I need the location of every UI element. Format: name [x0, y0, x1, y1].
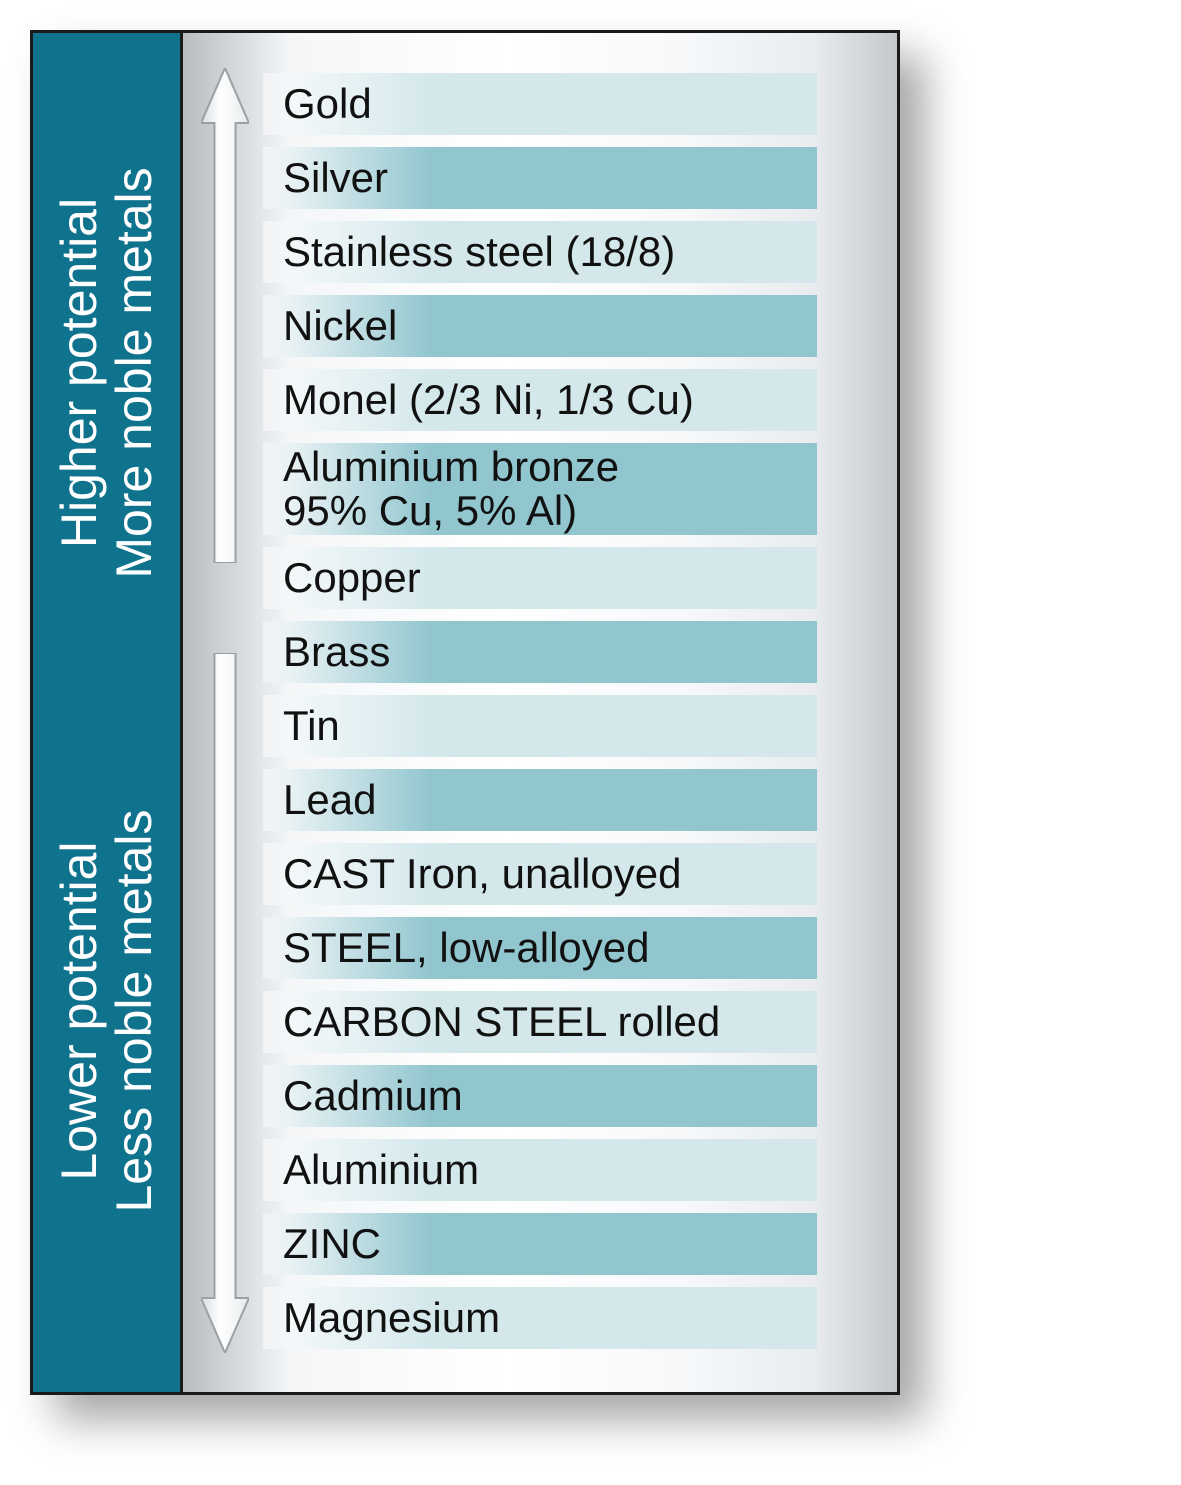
metal-row: Silver: [263, 147, 817, 209]
sidebar-top-line2: More noble metals: [106, 167, 162, 578]
metal-row: Gold: [263, 73, 817, 135]
metal-row: Cadmium: [263, 1065, 817, 1127]
metal-row: Magnesium: [263, 1287, 817, 1349]
metal-label: Nickel: [283, 302, 397, 350]
metal-label: ZINC: [283, 1220, 381, 1268]
metal-row: CARBON STEEL rolled: [263, 991, 817, 1053]
metal-row: Brass: [263, 621, 817, 683]
metal-label: Magnesium: [283, 1294, 500, 1342]
metal-row: ZINC: [263, 1213, 817, 1275]
metal-label: Aluminium bronze95% Cu, 5% Al): [283, 445, 619, 533]
sidebar-top-label: Higher potential More noble metals: [52, 167, 162, 578]
metal-label: CAST Iron, unalloyed: [283, 850, 681, 898]
metal-row: STEEL, low-alloyed: [263, 917, 817, 979]
metal-label: Aluminium: [283, 1146, 479, 1194]
stage: Higher potential More noble metals Lower…: [0, 0, 1181, 1485]
metal-label: CARBON STEEL rolled: [283, 998, 720, 1046]
galvanic-series-diagram: Higher potential More noble metals Lower…: [30, 30, 900, 1395]
metal-row: Stainless steel (18/8): [263, 221, 817, 283]
metal-label: Copper: [283, 554, 421, 602]
metal-row: Aluminium: [263, 1139, 817, 1201]
sidebar-bottom-line1: Lower potential: [51, 842, 107, 1181]
metal-label: Lead: [283, 776, 376, 824]
metal-label: Gold: [283, 80, 372, 128]
metal-label: Brass: [283, 628, 390, 676]
sidebar-top-line1: Higher potential: [51, 198, 107, 548]
metal-row: Aluminium bronze95% Cu, 5% Al): [263, 443, 817, 535]
metal-row: Copper: [263, 547, 817, 609]
metal-label: Stainless steel (18/8): [283, 228, 675, 276]
metal-label: Tin: [283, 702, 340, 750]
metal-rows: Gold Silver Stainless steel (18/8) Nickel Mo…: [183, 73, 897, 1349]
content-panel: Gold Silver Stainless steel (18/8) Nickel Mo…: [183, 33, 897, 1392]
sidebar: Higher potential More noble metals Lower…: [33, 33, 183, 1392]
metal-label: Silver: [283, 154, 388, 202]
metal-label: Cadmium: [283, 1072, 463, 1120]
metal-label: STEEL, low-alloyed: [283, 924, 650, 972]
metal-row: Nickel: [263, 295, 817, 357]
metal-row: Tin: [263, 695, 817, 757]
metal-row: Lead: [263, 769, 817, 831]
metal-label: Monel (2/3 Ni, 1/3 Cu): [283, 376, 694, 424]
metal-row: Monel (2/3 Ni, 1/3 Cu): [263, 369, 817, 431]
sidebar-bottom-label: Lower potential Less noble metals: [52, 810, 162, 1213]
sidebar-bottom-line2: Less noble metals: [106, 810, 162, 1213]
metal-row: CAST Iron, unalloyed: [263, 843, 817, 905]
